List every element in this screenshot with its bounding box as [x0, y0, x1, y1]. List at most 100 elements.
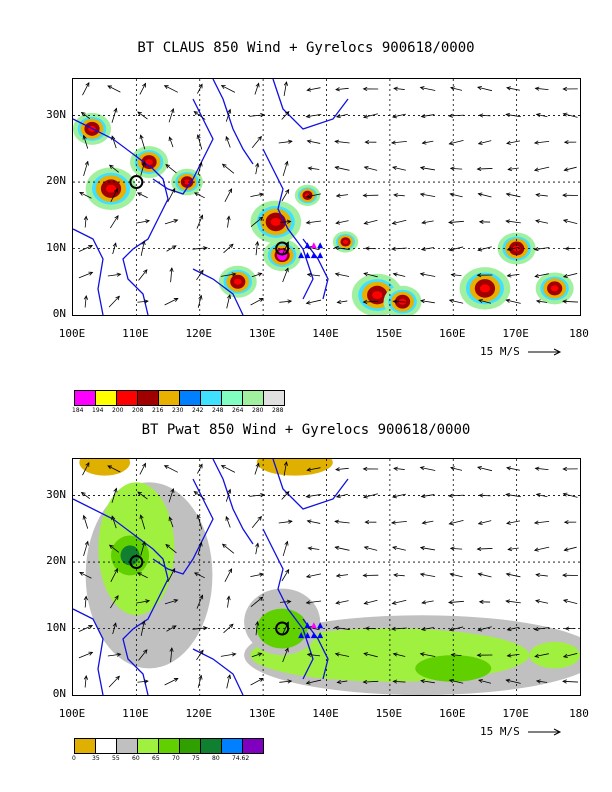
wind-arrow [420, 273, 436, 277]
wind-arrow [448, 600, 464, 603]
legend-label: 184 [72, 407, 84, 414]
wind-arrowhead [259, 192, 265, 197]
wind-arrow [534, 140, 550, 144]
wind-arrowhead [198, 463, 203, 469]
wind-arrow [563, 599, 578, 605]
field-shading [79, 459, 580, 695]
wind-arrow [449, 114, 464, 117]
wind-vectors [78, 461, 578, 689]
wind-arrowhead [364, 246, 370, 251]
legend-swatch [95, 738, 117, 754]
wind-arrow [335, 140, 350, 144]
wind-arrowhead [448, 113, 454, 118]
wind-arrow [82, 462, 90, 476]
wind-arrow [477, 548, 493, 550]
wind-arrow [477, 86, 493, 92]
wind-arrow [307, 520, 321, 524]
wind-arrow [139, 83, 146, 95]
wind-arrow [505, 114, 521, 118]
wind-arrow [78, 272, 93, 279]
wind-arrow [335, 273, 350, 277]
wind-arrow [196, 595, 203, 609]
gyre-center-icon [275, 621, 290, 636]
field-blob [79, 459, 131, 476]
wind-arrow [507, 626, 520, 631]
wind-arrow [109, 595, 119, 609]
wind-arrowhead [564, 246, 570, 251]
wind-arrowhead [363, 272, 369, 277]
wind-arrowhead [115, 675, 120, 681]
wind-arrowhead [305, 300, 311, 305]
wind-arrowhead [198, 83, 203, 89]
wind-arrow [306, 114, 322, 118]
wind-arrow [420, 653, 436, 657]
wind-arrow [111, 136, 117, 149]
wind-arrowhead [362, 193, 368, 198]
wind-arrow [84, 295, 87, 308]
panel2-map-svg [73, 459, 580, 695]
wind-arrow [168, 488, 174, 503]
wind-arrow [506, 600, 521, 604]
lon-label: 170E [502, 707, 529, 720]
wind-arrowhead [285, 568, 290, 574]
wind-arrow [479, 114, 491, 117]
wind-arrowhead [306, 652, 312, 657]
wind-arrowhead [505, 572, 511, 577]
gyre-triangle-icon [310, 632, 317, 639]
wind-arrowhead [393, 193, 398, 198]
wind-arrowhead [533, 520, 539, 525]
wind-arrow [137, 300, 148, 303]
wind-arrow [477, 168, 493, 170]
wind-arrowhead [362, 466, 368, 472]
wind-arrow [83, 135, 89, 149]
wind-arrowhead [80, 111, 86, 117]
wind-arrow [278, 140, 292, 144]
wind-arrow [164, 599, 178, 605]
wind-arrowhead [170, 107, 175, 113]
wind-arrow [282, 648, 289, 663]
wind-arrow [279, 601, 291, 603]
coastline [73, 608, 104, 695]
wind-arrow [281, 491, 290, 500]
wind-arrow [478, 140, 492, 145]
wind-arrow [534, 247, 550, 250]
wind-arrowhead [334, 245, 339, 251]
wind-arrowhead [448, 627, 454, 632]
wind-arrow [450, 87, 463, 91]
legend-label: 208 [132, 407, 144, 414]
wind-arrow [450, 167, 463, 170]
wind-arrow [137, 111, 148, 120]
wind-arrow [109, 164, 119, 173]
wind-arrow [450, 547, 463, 550]
panel1-title: BT CLAUS 850 Wind + Gyrelocs 900618/0000 [137, 40, 475, 56]
wind-arrow [393, 680, 406, 683]
wind-arrow [250, 596, 263, 607]
legend-label: 0 [72, 755, 76, 762]
wind-arrow [420, 547, 436, 551]
wind-arrowhead [83, 595, 88, 601]
wind-arrowhead [562, 273, 568, 278]
wind-arrow [364, 599, 378, 604]
wind-arrowhead [137, 491, 142, 496]
wind-arrow [250, 573, 264, 578]
wind-arrowhead [171, 187, 176, 193]
lon-label: 100E [58, 707, 86, 720]
wind-arrowhead [448, 600, 453, 605]
wind-arrowhead [306, 467, 312, 472]
wind-arrowhead [419, 86, 425, 91]
wind-arrow [140, 514, 146, 530]
wind-arrow [84, 216, 87, 228]
wind-arrow [140, 621, 145, 636]
wind-arrowhead [335, 193, 341, 198]
wind-arrow [334, 627, 350, 630]
wind-arrowhead [420, 493, 426, 499]
wind-arrowhead [334, 165, 340, 170]
wind-arrowhead [305, 574, 311, 579]
lat-label: 0N [52, 687, 66, 700]
legend-label: 288 [272, 407, 284, 414]
wind-arrowhead [364, 626, 370, 631]
wind-arrow [112, 242, 117, 255]
wind-arrowhead [170, 487, 175, 493]
wind-arrow [136, 220, 150, 224]
wind-arrowhead [198, 541, 203, 547]
